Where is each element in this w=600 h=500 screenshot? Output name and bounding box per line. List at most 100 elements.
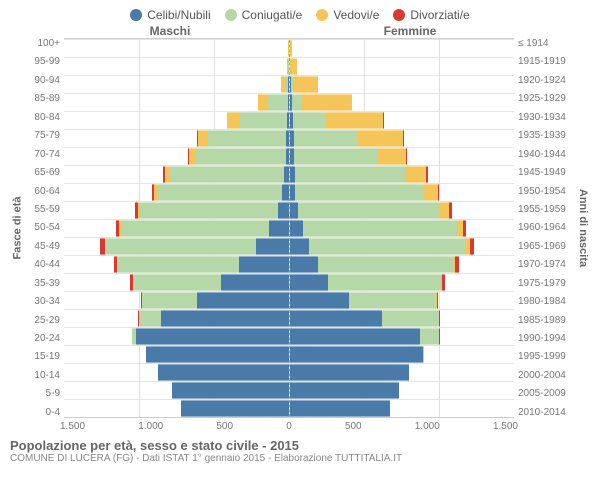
female-half [290, 148, 515, 165]
bar-segment [284, 166, 288, 183]
male-half [64, 364, 290, 381]
bar-segment [290, 58, 297, 75]
y-axis-left-label: Fasce di età [10, 38, 24, 418]
bar-segment [405, 166, 426, 183]
male-half [64, 40, 290, 57]
bar-segment [161, 310, 288, 327]
male-half [64, 400, 290, 417]
bar-segment [269, 220, 288, 237]
pyramid-row [64, 237, 514, 255]
legend-label: Coniugati/e [242, 8, 303, 22]
female-half [290, 310, 515, 327]
female-half [290, 238, 515, 255]
bar-segment [303, 220, 457, 237]
age-ticks: 100+95-9990-9485-8980-8475-7970-7465-696… [24, 38, 64, 418]
legend-swatch [130, 9, 142, 21]
legend-item: Vedovi/e [316, 8, 379, 22]
birth-tick: 1945-1949 [518, 167, 576, 178]
female-half [290, 292, 515, 309]
side-titles: Maschi Femmine [10, 24, 590, 38]
female-half [290, 220, 515, 237]
age-tick: 5-9 [24, 388, 60, 399]
male-title: Maschi [10, 24, 290, 38]
age-tick: 30-34 [24, 296, 60, 307]
pyramid-row [64, 39, 514, 57]
bar-segment [239, 256, 288, 273]
birth-tick: 1920-1924 [518, 75, 576, 86]
chart-area: Fasce di età 100+95-9990-9485-8980-8475-… [10, 38, 590, 418]
bar-segment [442, 274, 445, 291]
legend-item: Divorziati/e [393, 8, 469, 22]
age-tick: 90-94 [24, 75, 60, 86]
female-title: Femmine [290, 24, 590, 38]
bar-segment [293, 112, 326, 129]
legend: Celibi/NubiliConiugati/eVedovi/eDivorzia… [10, 8, 590, 22]
age-tick: 70-74 [24, 149, 60, 160]
bar-segment [239, 112, 287, 129]
bar-segment [121, 220, 269, 237]
age-tick: 85-89 [24, 93, 60, 104]
bar-segment [426, 166, 427, 183]
bar-segment [403, 130, 404, 147]
x-tick: 500 [216, 421, 233, 432]
legend-item: Coniugati/e [225, 8, 303, 22]
female-half [290, 58, 515, 75]
pyramid-row [64, 327, 514, 345]
bar-segment [282, 184, 289, 201]
bar-segment [290, 274, 329, 291]
birth-tick: 1925-1929 [518, 93, 576, 104]
y-axis-right-label: Anni di nascita [576, 38, 590, 418]
age-tick: 60-64 [24, 186, 60, 197]
bar-segment [142, 292, 197, 309]
bar-segment [358, 130, 403, 147]
pyramid-row [64, 183, 514, 201]
female-half [290, 112, 515, 129]
female-half [290, 76, 515, 93]
bar-segment [326, 112, 383, 129]
male-half [64, 328, 290, 345]
bar-segment [136, 328, 289, 345]
age-tick: 25-29 [24, 315, 60, 326]
age-tick: 95-99 [24, 56, 60, 67]
pyramid-row [64, 201, 514, 219]
male-half [64, 166, 290, 183]
bar-segment [290, 292, 350, 309]
age-tick: 50-54 [24, 222, 60, 233]
birth-tick: 2000-2004 [518, 370, 576, 381]
bar-segment [170, 166, 284, 183]
age-tick: 65-69 [24, 167, 60, 178]
bar-segment [439, 310, 440, 327]
age-tick: 40-44 [24, 259, 60, 270]
bar-segment [181, 400, 289, 417]
birth-tick: 1940-1944 [518, 149, 576, 160]
female-half [290, 400, 515, 417]
birth-tick: 2005-2009 [518, 388, 576, 399]
bar-segment [227, 112, 239, 129]
x-axis: 1.5001.00050005001.0001.500 [60, 418, 518, 432]
bar-segment [133, 274, 221, 291]
bar-segment [437, 292, 438, 309]
bar-segment [146, 346, 288, 363]
birth-tick: 1950-1954 [518, 186, 576, 197]
bar-segment [302, 94, 351, 111]
legend-swatch [393, 9, 405, 21]
legend-label: Divorziati/e [410, 8, 469, 22]
x-tick: 1.000 [415, 421, 440, 432]
bar-segment [158, 364, 288, 381]
birth-tick: 2010-2014 [518, 407, 576, 418]
bar-segment [295, 166, 406, 183]
bar-segment [449, 202, 452, 219]
bar-segment [292, 94, 302, 111]
male-half [64, 382, 290, 399]
pyramid-row [64, 93, 514, 111]
male-half [64, 184, 290, 201]
male-half [64, 130, 290, 147]
bar-segment [294, 130, 358, 147]
bar-segment [290, 382, 399, 399]
pyramid-row [64, 291, 514, 309]
pyramid-row [64, 75, 514, 93]
male-half [64, 292, 290, 309]
pyramid-row [64, 273, 514, 291]
chart-subtitle: COMUNE DI LUCERA (FG) - Dati ISTAT 1° ge… [10, 453, 590, 464]
bar-segment [290, 310, 383, 327]
